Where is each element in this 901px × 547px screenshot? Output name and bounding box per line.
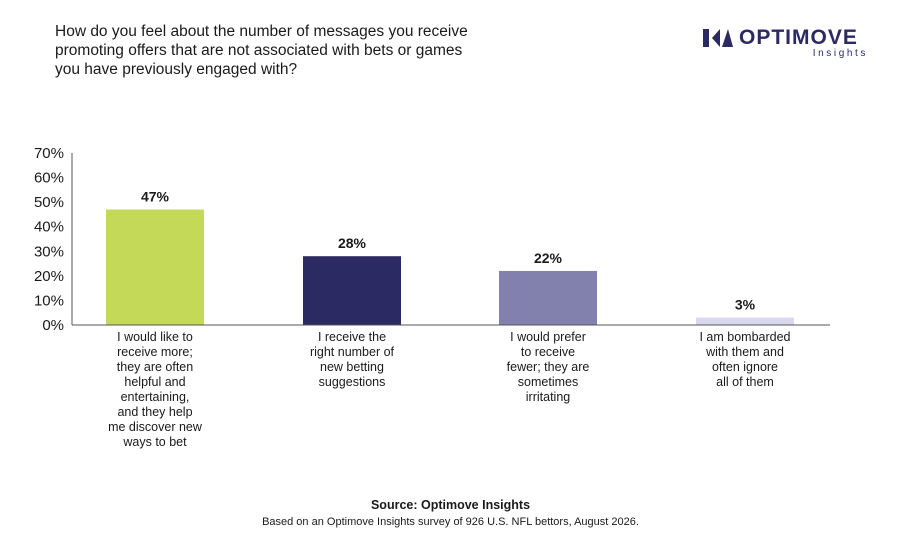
y-tick-label: 0%: [42, 317, 64, 334]
y-tick-label: 30%: [34, 243, 64, 260]
category-label-line: irritating: [525, 390, 571, 404]
category-label-line: fewer; they are: [506, 360, 590, 374]
category-label-line: I would prefer: [510, 330, 586, 344]
bar-value-label: 28%: [338, 235, 367, 251]
category-label-line: all of them: [716, 375, 774, 389]
brand-logo: OPTIMOVE Insights: [703, 26, 873, 66]
category-label-line: ways to bet: [123, 435, 187, 449]
category-label-line: suggestions: [318, 375, 386, 389]
y-tick-label: 70%: [34, 145, 64, 162]
bar-value-label: 22%: [534, 250, 563, 266]
source-text: Source: Optimove Insights: [370, 498, 531, 512]
category-label-line: helpful and: [124, 375, 186, 389]
category-label: I would prefer to receive fewer; they are s…: [483, 330, 613, 405]
category-label-line: right number of: [309, 345, 395, 359]
category-label: I receive the right number of new betting s…: [287, 330, 417, 390]
bar-value-label: 47%: [141, 189, 170, 205]
bar-value-label: 3%: [735, 297, 756, 313]
y-tick-label: 10%: [34, 292, 64, 309]
logo-name: OPTIMOVE: [739, 26, 858, 49]
bar: [499, 270, 597, 325]
category-label-line: sometimes: [517, 375, 579, 389]
category-label-line: I would like to: [117, 330, 193, 344]
category-label-line: receive more;: [117, 345, 193, 359]
category-label-line: to receive: [520, 345, 576, 359]
category-label-line: I receive the: [317, 330, 387, 344]
category-label-line: with them and: [706, 345, 784, 359]
logo-subtitle: Insights: [812, 48, 868, 59]
chart-title: How do you feel about the number of mess…: [55, 23, 468, 78]
y-tick-label: 20%: [34, 268, 64, 285]
category-label-line: entertaining,: [120, 390, 190, 404]
y-tick-label: 50%: [34, 194, 64, 211]
bar: [696, 317, 794, 325]
category-label-line: they are often: [116, 360, 194, 374]
category-label-line: new betting: [320, 360, 384, 374]
survey-note: Based on an Optimove Insights survey of …: [262, 516, 639, 528]
optimove-logo-icon: [703, 29, 733, 47]
category-label-line: and they help: [117, 405, 193, 419]
category-label: I am bombarded with them and often ignore a…: [680, 330, 810, 390]
bar: [106, 209, 204, 325]
category-label-line: often ignore: [711, 360, 779, 374]
y-tick-label: 60%: [34, 170, 64, 187]
y-tick-label: 40%: [34, 219, 64, 236]
category-label-line: me discover new: [108, 420, 202, 434]
category-label: I would like to receive more; they are oft…: [90, 330, 220, 450]
bar: [303, 256, 401, 325]
category-label-line: I am bombarded: [699, 330, 791, 344]
